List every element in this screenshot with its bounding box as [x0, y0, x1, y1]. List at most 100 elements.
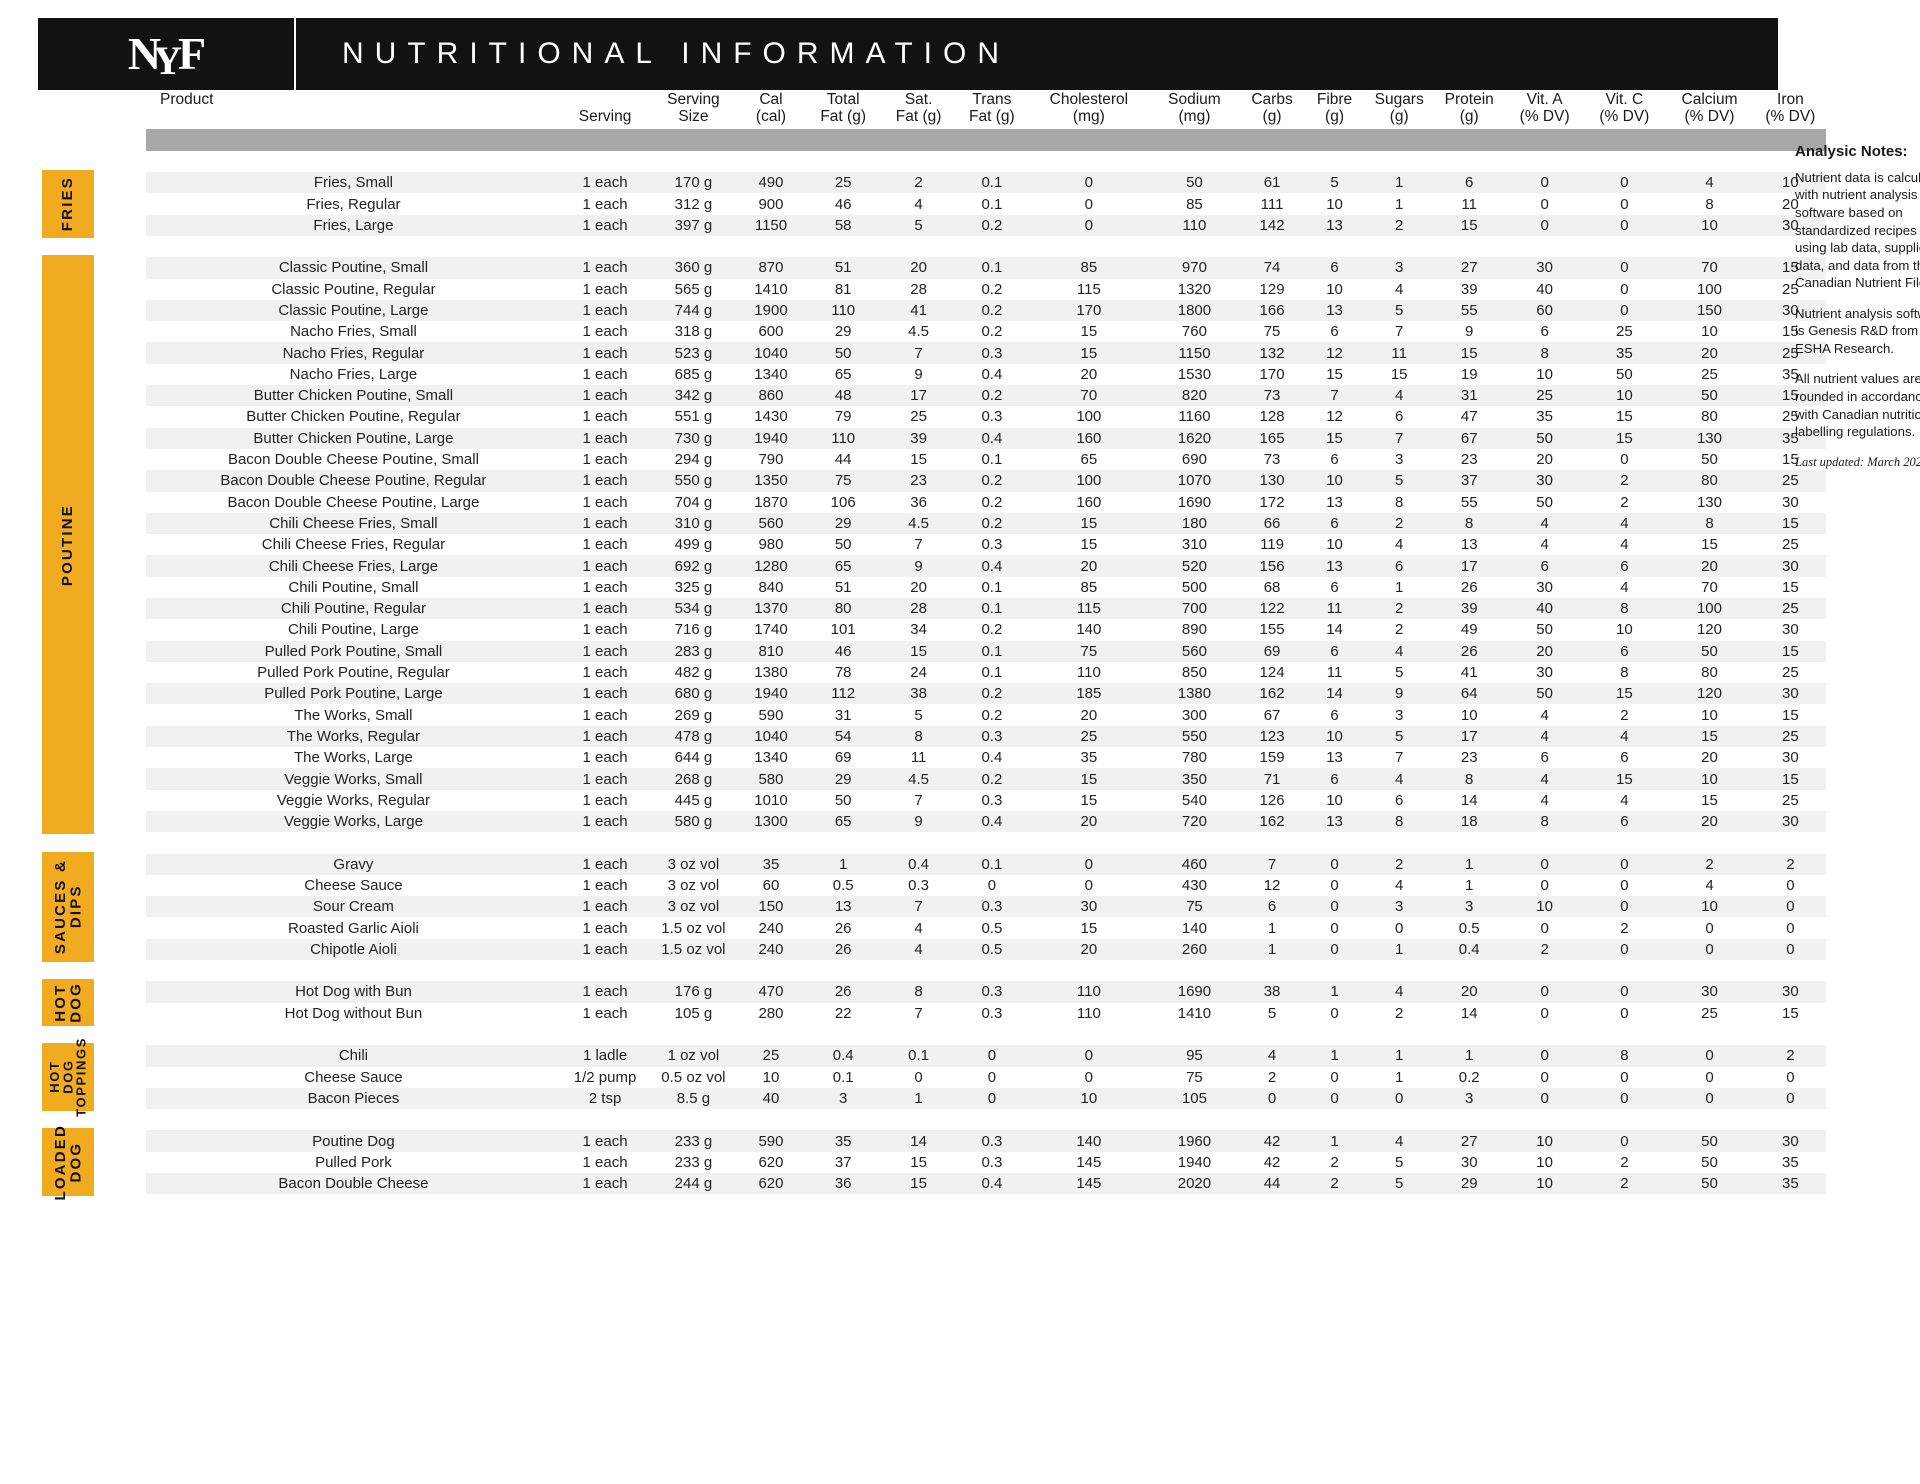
category-tab-fries: FRIES — [42, 170, 94, 238]
cell-sugars: 3 — [1395, 451, 1404, 469]
cell-vit_a: 30 — [1536, 664, 1553, 682]
cell-serving: 1/2 pump — [573, 1068, 637, 1086]
cell-iron: 15 — [1782, 323, 1799, 341]
cell-carbs: 122 — [1239, 598, 1305, 620]
cell-vit_a: 60 — [1504, 299, 1585, 322]
cell-iron: 15 — [1782, 451, 1799, 469]
table-row: Pulled Pork Poutine, Small 1 each 283 g 810… — [146, 640, 1826, 662]
cell-sodium: 75 — [1186, 1068, 1203, 1086]
col-header-sat_fat: Sat. Fat (g) — [895, 91, 942, 125]
cell-calcium: 0 — [1705, 919, 1714, 937]
cell-vit_c: 0 — [1584, 257, 1665, 279]
cell-sat_fat: 23 — [881, 470, 956, 492]
cell-sodium: 1150 — [1149, 342, 1240, 364]
product-name-cell: Chili Cheese Fries, Small — [146, 512, 561, 535]
cell-iron: 25 — [1754, 725, 1826, 748]
cell-sat_fat: 20 — [881, 257, 956, 279]
cell-sodium: 720 — [1149, 810, 1240, 833]
header-rule — [146, 129, 1826, 151]
cell-total_fat: 75 — [804, 470, 882, 492]
section-spacer — [146, 150, 1826, 173]
cell-serving_size: 3 oz vol — [649, 853, 738, 875]
cell-trans_fat: 0.1 — [981, 451, 1003, 469]
table-row: Chili Cheese Fries, Regular 1 each 499 g 98… — [146, 534, 1826, 555]
table-row: Classic Poutine, Small 1 each 360 g 870 51 20… — [146, 257, 1826, 279]
cell-sugars: 5 — [1364, 1173, 1434, 1195]
cell-cal: 1870 — [754, 493, 788, 511]
cell-vit_c: 10 — [1584, 385, 1665, 407]
cell-cholesterol: 0 — [1084, 195, 1094, 213]
cell-serving: 1 each — [582, 749, 628, 767]
cell-serving_size: 644 g — [674, 749, 713, 767]
table-row: Pulled Pork Poutine, Large 1 each 680 g 194… — [146, 683, 1826, 705]
product-name-cell: Hot Dog without Bun — [284, 1004, 423, 1022]
cell-protein: 9 — [1465, 323, 1474, 341]
cell-sugars: 1 — [1364, 1045, 1434, 1067]
cell-protein: 14 — [1460, 1004, 1478, 1022]
table-row: Fries, Regular 1 each 312 g 900 46 4 0.1 0 85 111… — [146, 193, 1826, 214]
cell-sodium: 140 — [1181, 919, 1207, 937]
cell-iron: 15 — [1754, 385, 1826, 407]
cell-carbs: 155 — [1259, 621, 1285, 639]
product-name-cell: Cheese Sauce — [304, 877, 403, 894]
cell-total_fat: 0.4 — [804, 1045, 882, 1067]
cell-calcium: 20 — [1664, 342, 1755, 364]
cell-iron: 10 — [1754, 172, 1826, 194]
product-name-cell: Sour Cream — [146, 896, 561, 918]
cell-protein: 67 — [1433, 427, 1505, 449]
cell-protein: 15 — [1433, 342, 1505, 364]
cell-protein: 49 — [1460, 621, 1478, 639]
cell-trans_fat: 0.3 — [955, 342, 1029, 364]
cell-trans_fat: 0.4 — [955, 1173, 1029, 1195]
cell-protein: 55 — [1460, 493, 1478, 511]
cell-serving_size: 269 g — [674, 706, 713, 724]
cell-sat_fat: 15 — [881, 1173, 956, 1195]
table-row: Poutine Dog 1 each 233 g 590 35 14 0.3 140 1960 4… — [146, 1130, 1826, 1152]
cell-vit_c: 0 — [1584, 172, 1665, 194]
cell-total_fat: 31 — [834, 706, 852, 724]
cell-carbs: 71 — [1239, 768, 1305, 790]
cell-protein: 27 — [1433, 257, 1505, 279]
cell-protein: 0.2 — [1458, 1068, 1480, 1086]
product-name-cell: Chili Cheese Fries, Regular — [261, 536, 446, 554]
product-name-cell: Chipotle Aioli — [146, 938, 561, 961]
cell-serving_size: 744 g — [649, 299, 738, 322]
cell-sodium: 350 — [1149, 768, 1240, 790]
cell-total_fat: 50 — [834, 791, 852, 809]
cell-fibre: 7 — [1304, 385, 1365, 407]
cell-carbs: 129 — [1259, 280, 1285, 298]
cell-total_fat: 13 — [804, 896, 882, 918]
cell-serving_size: 318 g — [674, 323, 713, 341]
cell-sat_fat: 39 — [881, 427, 956, 449]
cell-vit_c: 0 — [1584, 896, 1665, 918]
cell-total_fat: 46 — [834, 195, 852, 213]
cell-cal: 1340 — [754, 749, 788, 767]
cell-cholesterol: 0 — [1028, 172, 1150, 194]
product-name-cell: Fries, Regular — [306, 195, 401, 213]
cell-iron: 30 — [1754, 555, 1826, 577]
table-row: Bacon Double Cheese Poutine, Small 1 each… — [146, 449, 1826, 470]
cell-cal: 1010 — [754, 791, 788, 809]
cell-fibre: 12 — [1304, 342, 1365, 364]
cell-iron: 30 — [1782, 493, 1799, 511]
cell-sugars: 1 — [1395, 578, 1404, 596]
cell-total_fat: 112 — [804, 683, 882, 705]
cell-fibre: 10 — [1304, 725, 1365, 748]
cell-cal: 10 — [762, 1068, 780, 1086]
cell-carbs: 128 — [1259, 408, 1285, 426]
cell-calcium: 25 — [1701, 1004, 1718, 1022]
cell-iron: 0 — [1786, 919, 1795, 937]
category-tab-hot-dog-toppings: HOT DOG TOPPINGS — [42, 1037, 94, 1117]
cell-vit_a: 0 — [1504, 853, 1585, 875]
cell-cholesterol: 145 — [1028, 1173, 1150, 1195]
cell-trans_fat: 0.2 — [955, 470, 1029, 492]
product-name-cell: Cheese Sauce — [304, 1068, 403, 1086]
table-row: Bacon Pieces 2 tsp 8.5 g 40 3 1 0 10 105 0 0 0 3 0 0 0 0 — [146, 1087, 1826, 1110]
cell-iron: 30 — [1754, 683, 1826, 705]
cell-trans_fat: 0.2 — [981, 493, 1003, 511]
cell-sodium: 50 — [1149, 172, 1240, 194]
cell-serving: 1 each — [560, 427, 650, 449]
table-row: Pulled Pork Poutine, Regular 1 each 482 g 1… — [146, 662, 1826, 683]
cell-calcium: 0 — [1705, 1068, 1714, 1086]
section-spacer — [146, 960, 1826, 982]
